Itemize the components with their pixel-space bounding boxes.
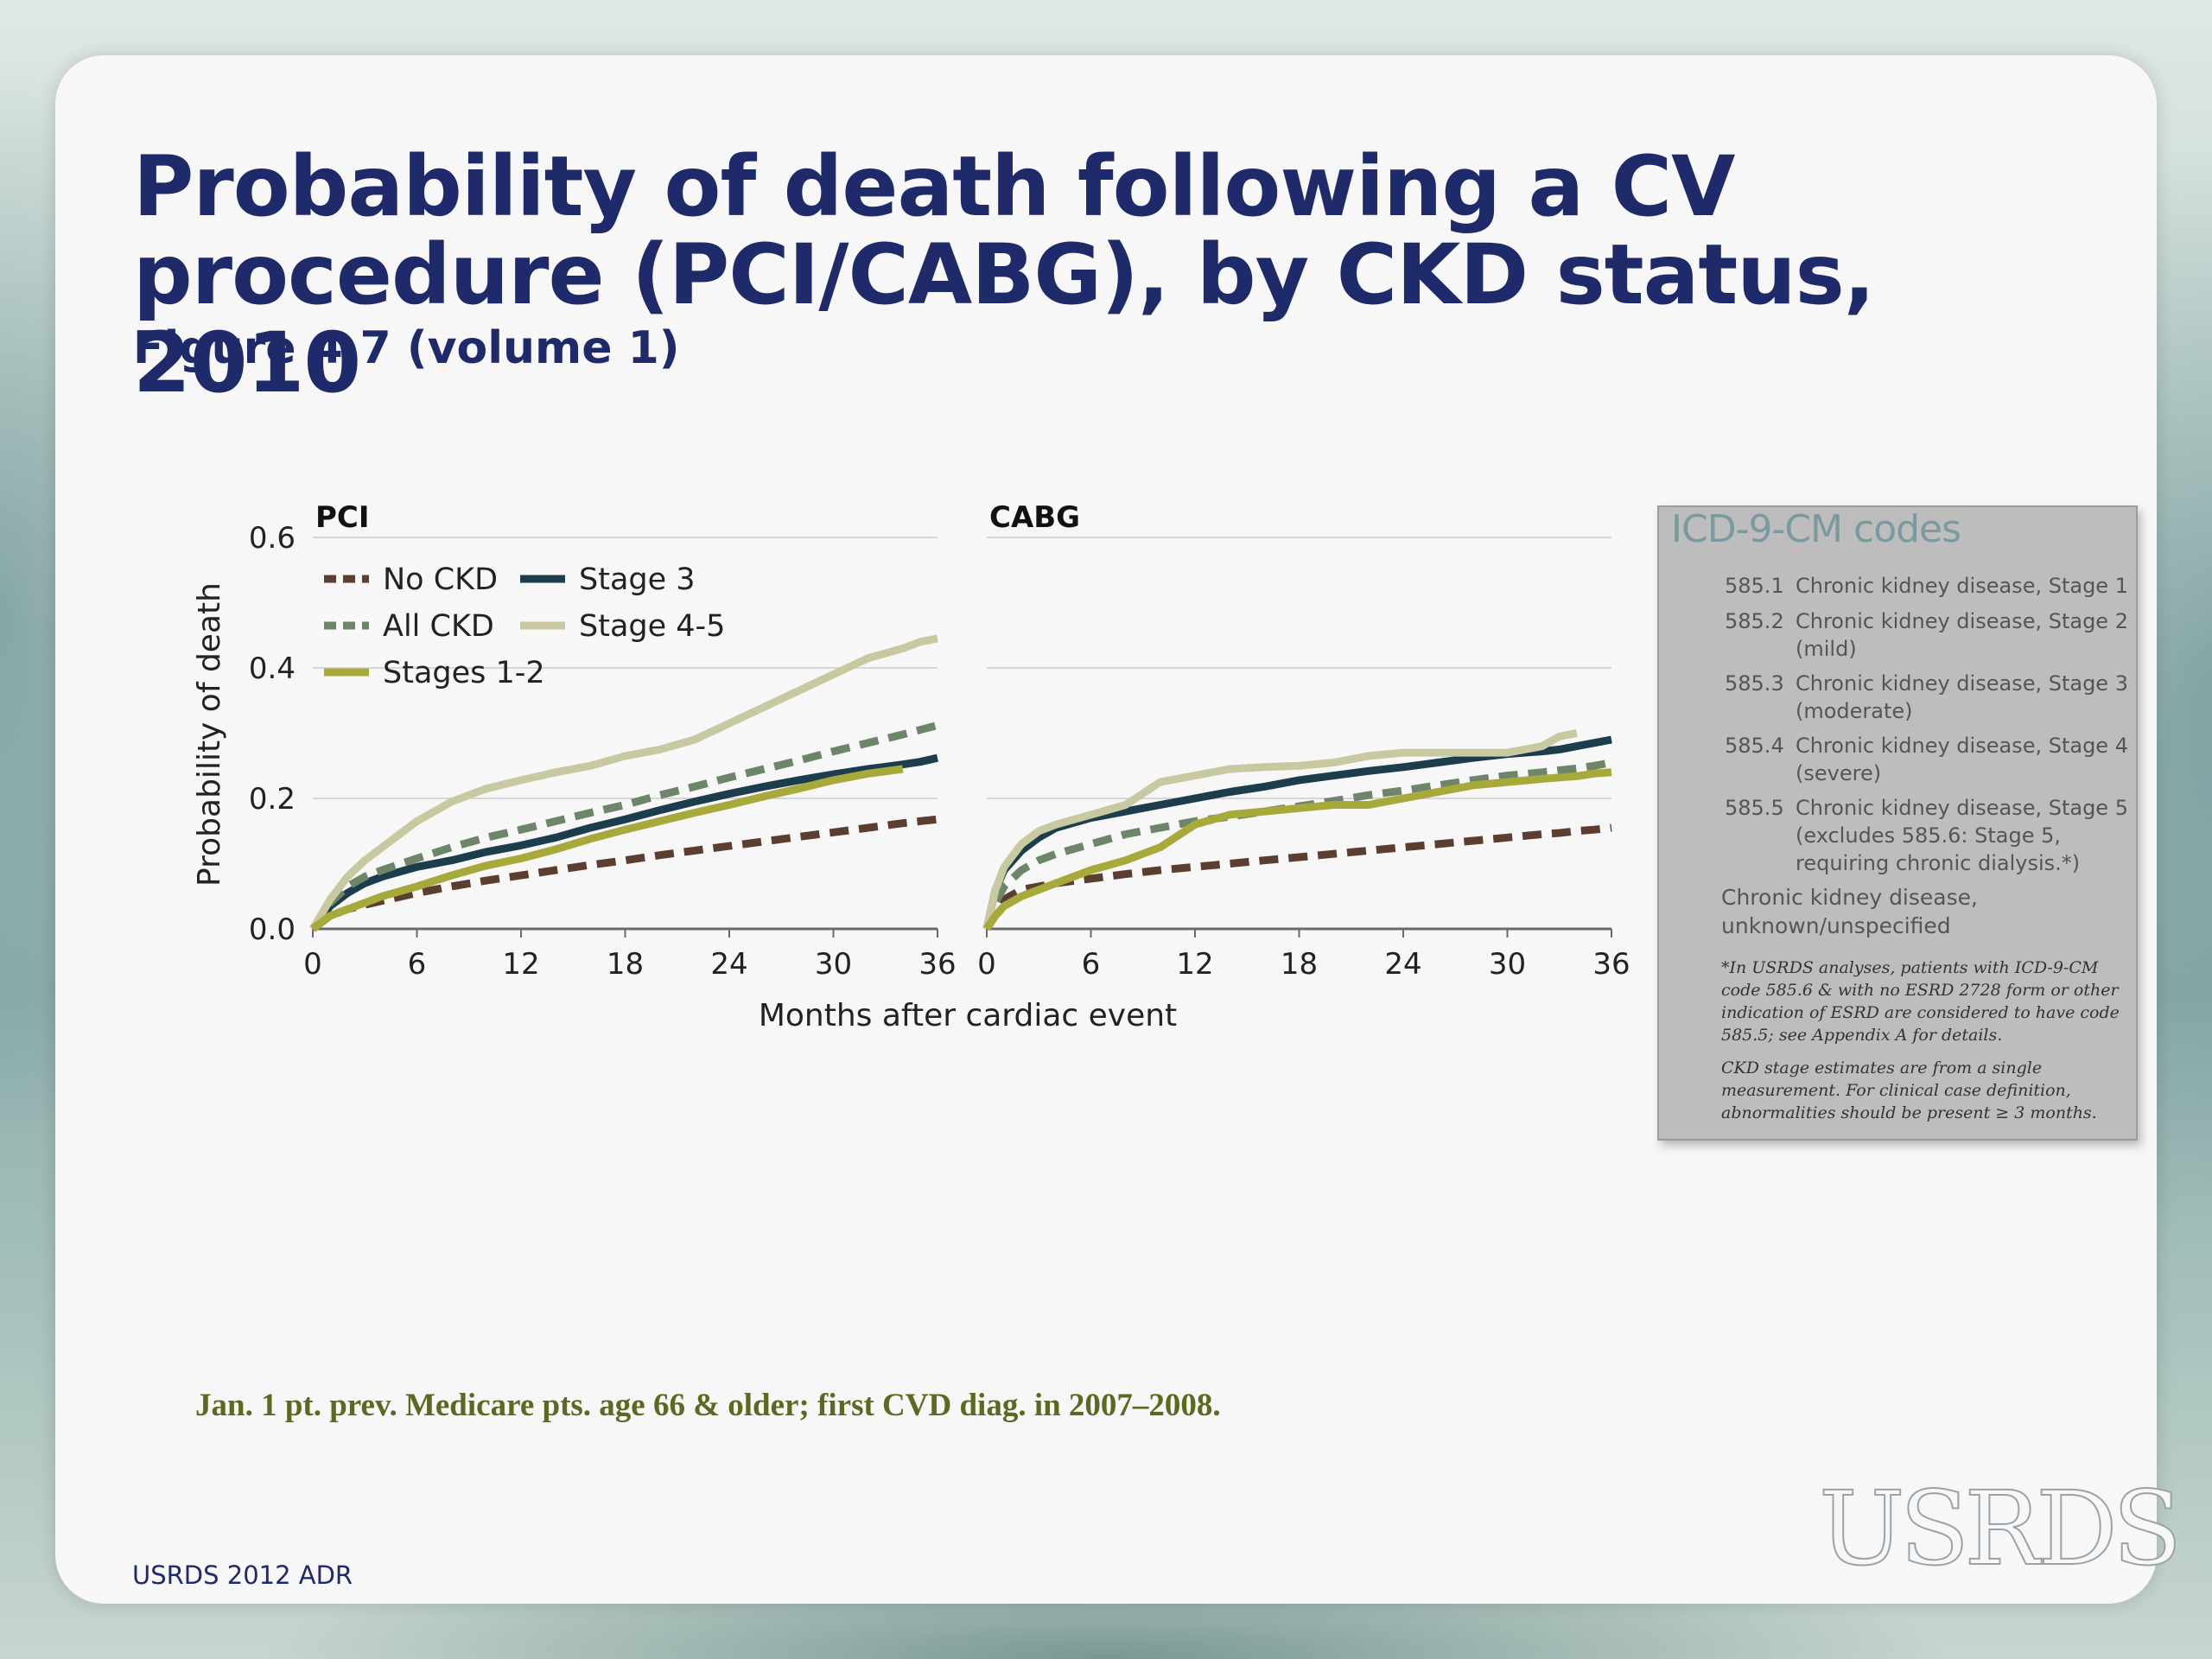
legend-label: Stages 1-2 — [383, 656, 545, 690]
icd-description: Chronic kidney disease, Stage 3 (moderat… — [1796, 671, 2128, 723]
icd-description: Chronic kidney disease, Stage 4 (severe) — [1796, 734, 2128, 785]
series-line-stages-1-2 — [983, 768, 1612, 931]
icd-note: *In USRDS analyses, patients with ICD-9-… — [1721, 958, 2120, 1045]
legend-label: No CKD — [383, 563, 498, 597]
y-tick-label: 0.4 — [249, 652, 296, 686]
panel-title: PCI — [315, 500, 370, 535]
x-tick-label: 24 — [710, 947, 747, 982]
x-tick-label: 24 — [1384, 947, 1421, 982]
icd-description: Chronic kidney disease, Stage 1 — [1796, 574, 2128, 598]
series-line-stage-4-5 — [982, 729, 1578, 930]
x-tick-label: 0 — [977, 947, 996, 982]
slide-title: Probability of death following a CV proc… — [133, 138, 1875, 411]
x-tick-label: 30 — [815, 947, 852, 982]
series-line-stage-3 — [982, 735, 1612, 930]
icd-code: 585.2 — [1725, 609, 1784, 633]
series-line-all-ckd — [982, 759, 1612, 931]
icd-code: 585.1 — [1725, 574, 1784, 598]
icd-panel-title: ICD-9-CM codes — [1671, 507, 1961, 551]
series-line-no-ckd — [310, 815, 938, 932]
x-tick-label: 0 — [303, 947, 322, 982]
x-tick-label: 6 — [408, 947, 427, 982]
usrds-logo: USRDS — [1818, 1468, 2183, 1589]
x-tick-label: 36 — [918, 947, 956, 982]
slide-footnote: Jan. 1 pt. prev. Medicare pts. age 66 & … — [195, 1388, 1221, 1423]
y-tick-label: 0.6 — [249, 521, 296, 556]
series-line-no-ckd — [983, 823, 1612, 931]
y-tick-label: 0.0 — [249, 912, 296, 947]
y-axis-label: Probability of death — [192, 582, 227, 887]
legend-label: Stage 3 — [579, 563, 696, 597]
series-line-all-ckd — [309, 721, 939, 931]
icd-note: CKD stage estimates are from a single me… — [1721, 1058, 2097, 1122]
x-axis-label: Months after cardiac event — [759, 998, 1177, 1033]
y-tick-label: 0.2 — [249, 782, 296, 817]
x-tick-label: 18 — [1281, 947, 1318, 982]
x-tick-label: 12 — [1176, 947, 1213, 982]
x-tick-label: 30 — [1489, 947, 1526, 982]
legend-label: All CKD — [383, 609, 494, 644]
slide-subtitle: Figure 4.7 (volume 1) — [133, 322, 680, 374]
icd-description: Chronic kidney disease, Stage 5 (exclude… — [1796, 796, 2128, 875]
icd-code: 585.4 — [1725, 734, 1784, 758]
panel-title: CABG — [989, 500, 1080, 535]
series-line-stage-4-5 — [309, 634, 938, 931]
x-tick-label: 36 — [1592, 947, 1630, 982]
icd-notes: *In USRDS analyses, patients with ICD-9-… — [1721, 957, 2127, 1135]
icd-codes-panel: ICD-9-CM codes 585.1 Chronic kidney dise… — [1657, 505, 2138, 1141]
source-label: USRDS 2012 ADR — [132, 1560, 353, 1590]
icd-code: 585.5 — [1725, 796, 1784, 820]
x-tick-label: 12 — [502, 947, 539, 982]
x-tick-label: 18 — [607, 947, 644, 982]
series-line-stages-1-2 — [310, 765, 904, 932]
legend-label: Stage 4-5 — [579, 609, 725, 644]
icd-description: Chronic kidney disease, Stage 2 (mild) — [1796, 609, 2128, 661]
icd-unknown-row: Chronic kidney disease, unknown/unspecif… — [1721, 885, 1978, 938]
icd-code: 585.3 — [1725, 671, 1784, 696]
series-line-stage-3 — [309, 753, 938, 931]
x-tick-label: 6 — [1082, 947, 1101, 982]
